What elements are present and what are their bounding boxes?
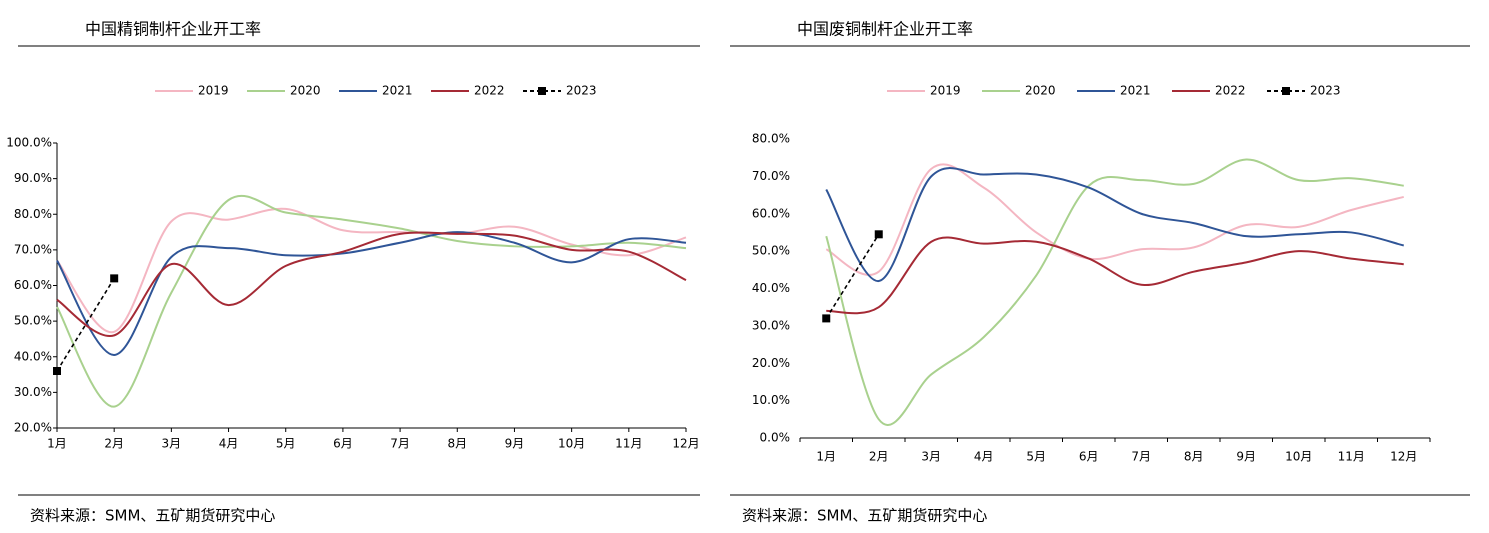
source: 资料来源：SMM、五矿期货研究中心 bbox=[30, 507, 275, 525]
y-tick-label: 0.0% bbox=[760, 431, 791, 445]
x-tick-label: 9月 bbox=[505, 437, 525, 451]
y-tick-label: 40.0% bbox=[752, 281, 790, 295]
x-tick-label: 2月 bbox=[869, 450, 889, 464]
series-line bbox=[56, 231, 687, 337]
x-tick-label: 3月 bbox=[921, 450, 941, 464]
y-tick-label: 30.0% bbox=[752, 318, 790, 332]
y-tick-label: 20.0% bbox=[14, 421, 52, 435]
series-line bbox=[826, 236, 1404, 315]
y-tick-label: 40.0% bbox=[14, 349, 52, 363]
x-tick-label: 12月 bbox=[1390, 450, 1417, 464]
x-tick-label: 6月 bbox=[333, 437, 353, 451]
legend-label: 2021 bbox=[1120, 84, 1151, 98]
x-tick-label: 4月 bbox=[974, 450, 994, 464]
legend-label: 2019 bbox=[198, 84, 229, 98]
point-marker bbox=[110, 274, 119, 283]
x-tick-label: 6月 bbox=[1079, 450, 1099, 464]
x-tick-label: 11月 bbox=[1338, 450, 1365, 464]
legend-marker bbox=[1282, 87, 1290, 95]
y-tick-label: 50.0% bbox=[14, 314, 52, 328]
x-tick-label: 4月 bbox=[219, 437, 239, 451]
legend-label: 2023 bbox=[566, 84, 597, 98]
legend-label: 2023 bbox=[1310, 84, 1341, 98]
legend-label: 2019 bbox=[930, 84, 961, 98]
x-tick-label: 11月 bbox=[615, 437, 642, 451]
series-line bbox=[825, 167, 1404, 283]
x-tick-label: 2月 bbox=[104, 437, 124, 451]
x-tick-label: 8月 bbox=[1184, 450, 1204, 464]
y-tick-label: 100.0% bbox=[6, 136, 52, 150]
x-tick-label: 12月 bbox=[672, 437, 699, 451]
x-tick-label: 1月 bbox=[47, 437, 67, 451]
x-tick-label: 10月 bbox=[1285, 450, 1312, 464]
y-tick-label: 90.0% bbox=[14, 171, 52, 185]
y-tick-label: 50.0% bbox=[752, 244, 790, 258]
point-marker bbox=[53, 367, 61, 375]
y-tick-label: 60.0% bbox=[752, 206, 790, 220]
legend-label: 2021 bbox=[382, 84, 413, 98]
legend-label: 2020 bbox=[290, 84, 321, 98]
series-line bbox=[56, 231, 687, 356]
legend-marker bbox=[538, 87, 546, 95]
y-tick-label: 30.0% bbox=[14, 385, 52, 399]
chart-title: 中国精铜制杆企业开工率 bbox=[85, 20, 261, 39]
x-tick-label: 7月 bbox=[390, 437, 410, 451]
x-tick-label: 3月 bbox=[162, 437, 182, 451]
x-tick-label: 7月 bbox=[1131, 450, 1151, 464]
y-tick-label: 80.0% bbox=[752, 132, 790, 146]
x-tick-label: 9月 bbox=[1236, 450, 1256, 464]
x-tick-label: 5月 bbox=[276, 437, 296, 451]
y-tick-label: 70.0% bbox=[752, 169, 790, 183]
point-marker bbox=[822, 314, 831, 323]
y-tick-label: 60.0% bbox=[14, 278, 52, 292]
series-line bbox=[56, 207, 687, 333]
source: 资料来源：SMM、五矿期货研究中心 bbox=[742, 507, 987, 525]
y-tick-label: 80.0% bbox=[14, 207, 52, 221]
y-tick-label: 70.0% bbox=[14, 242, 52, 256]
series-line bbox=[825, 163, 1404, 276]
point-marker bbox=[874, 230, 883, 239]
series-line bbox=[56, 194, 687, 408]
series-line bbox=[825, 233, 880, 319]
legend-label: 2022 bbox=[474, 84, 505, 98]
y-tick-label: 10.0% bbox=[752, 393, 790, 407]
x-tick-label: 1月 bbox=[816, 450, 836, 464]
x-tick-label: 5月 bbox=[1026, 450, 1046, 464]
x-tick-label: 8月 bbox=[447, 437, 467, 451]
x-tick-label: 10月 bbox=[558, 437, 585, 451]
series-line bbox=[825, 158, 1404, 426]
chart-title: 中国废铜制杆企业开工率 bbox=[797, 20, 973, 39]
legend-label: 2022 bbox=[1215, 84, 1246, 98]
legend-label: 2020 bbox=[1025, 84, 1056, 98]
y-tick-label: 20.0% bbox=[752, 356, 790, 370]
